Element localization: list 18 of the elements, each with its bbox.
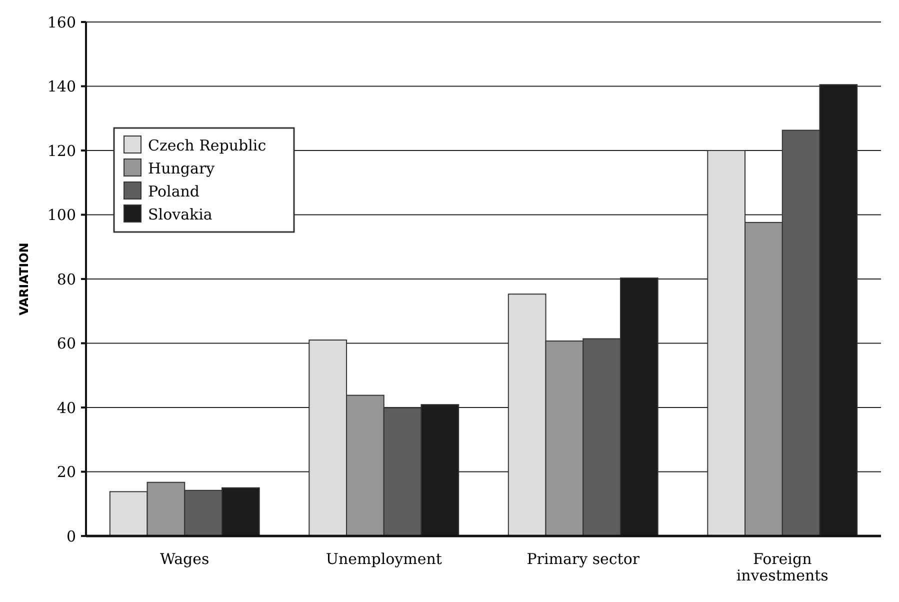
legend-label: Poland: [148, 182, 200, 200]
y-tick-label: 80: [56, 270, 76, 288]
x-tick-label: Unemployment: [326, 550, 442, 568]
y-tick-label: 20: [56, 463, 76, 481]
y-tick-label: 0: [66, 527, 76, 546]
x-tick-label: Wages: [160, 550, 210, 568]
legend-label: Slovakia: [148, 205, 212, 224]
y-tick-label: 100: [47, 206, 76, 224]
x-tick-label: Foreign investments: [736, 550, 828, 584]
y-tick-label: 120: [47, 142, 76, 160]
x-tick-label: Primary sector: [526, 550, 640, 568]
legend-label: Czech Republic: [148, 136, 266, 154]
y-tick-label: 40: [56, 398, 76, 417]
y-tick-label: 140: [47, 78, 76, 96]
y-axis-title: VARIATION: [17, 242, 31, 316]
y-tick-label: 60: [56, 334, 76, 352]
legend-label: Hungary: [148, 159, 216, 178]
y-tick-label: 160: [47, 13, 76, 32]
